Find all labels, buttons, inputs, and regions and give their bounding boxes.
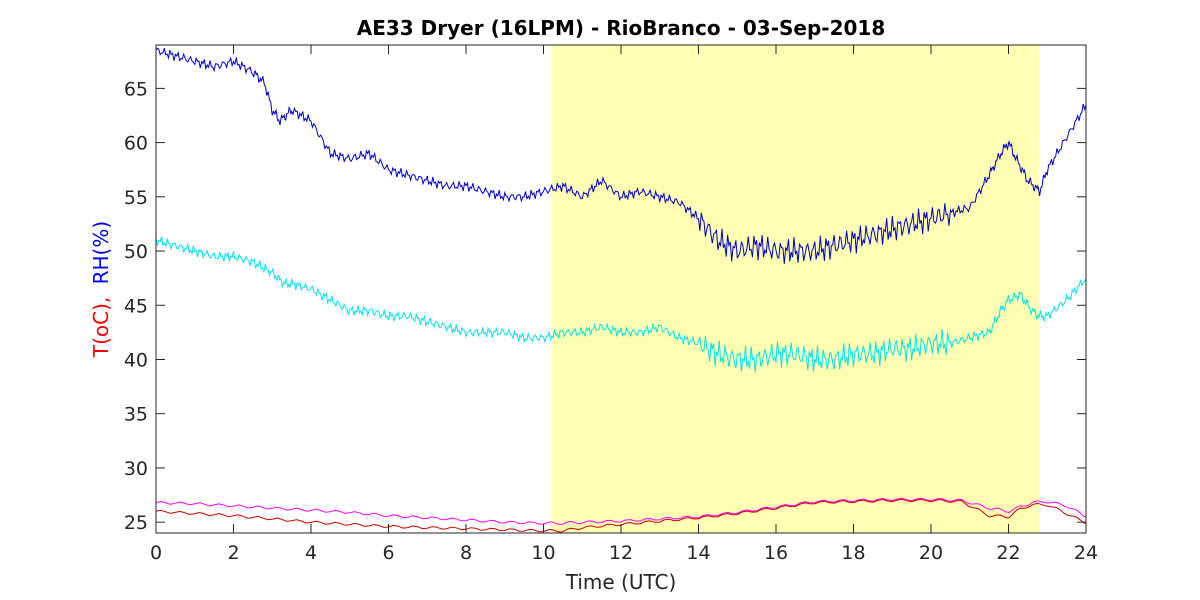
x-tick-label: 14 bbox=[686, 542, 710, 564]
x-tick-label: 16 bbox=[764, 542, 788, 564]
x-tick-label: 20 bbox=[919, 542, 943, 564]
x-tick-label: 8 bbox=[460, 542, 472, 564]
y-tick-label: 50 bbox=[124, 241, 148, 263]
shaded-region-layer bbox=[551, 45, 1040, 533]
x-tick-label: 24 bbox=[1074, 542, 1098, 564]
x-axis-title: Time (UTC) bbox=[565, 570, 677, 594]
y-tick-labels: 25 30 35 40 45 50 55 60 65 bbox=[124, 78, 148, 534]
series-line-2 bbox=[155, 497, 1087, 526]
y-tick-label: 55 bbox=[124, 187, 148, 209]
y-tick-label: 45 bbox=[124, 295, 148, 317]
x-tick-label: 6 bbox=[382, 542, 394, 564]
shaded-region bbox=[551, 45, 1040, 533]
y-axis-title-temperature: T(oC), bbox=[89, 297, 113, 358]
y-axis-title: T(oC), RH(%) bbox=[89, 221, 113, 358]
y-tick-label: 30 bbox=[124, 458, 148, 480]
x-tick-label: 12 bbox=[609, 542, 633, 564]
y-axis-title-humidity: RH(%) bbox=[89, 221, 113, 285]
series-layer bbox=[155, 47, 1087, 533]
y-tick-label: 40 bbox=[124, 349, 148, 371]
x-tick-label: 2 bbox=[227, 542, 239, 564]
series-line-0 bbox=[155, 47, 1087, 264]
y-tick-label: 35 bbox=[124, 404, 148, 426]
tick-layer bbox=[155, 45, 1087, 533]
x-tick-labels: 0 2 4 6 8 10 12 14 16 18 20 22 24 bbox=[150, 542, 1098, 564]
x-tick-label: 0 bbox=[150, 542, 162, 564]
chart-title: AE33 Dryer (16LPM) - RioBranco - 03-Sep-… bbox=[357, 16, 886, 40]
x-tick-label: 10 bbox=[531, 542, 555, 564]
series-line-3 bbox=[155, 498, 1087, 533]
x-tick-label: 22 bbox=[996, 542, 1020, 564]
series-line-1 bbox=[155, 236, 1087, 373]
y-tick-label: 65 bbox=[124, 78, 148, 100]
y-tick-label: 25 bbox=[124, 512, 148, 534]
y-tick-label: 60 bbox=[124, 133, 148, 155]
x-tick-label: 4 bbox=[305, 542, 317, 564]
x-tick-label: 18 bbox=[841, 542, 865, 564]
